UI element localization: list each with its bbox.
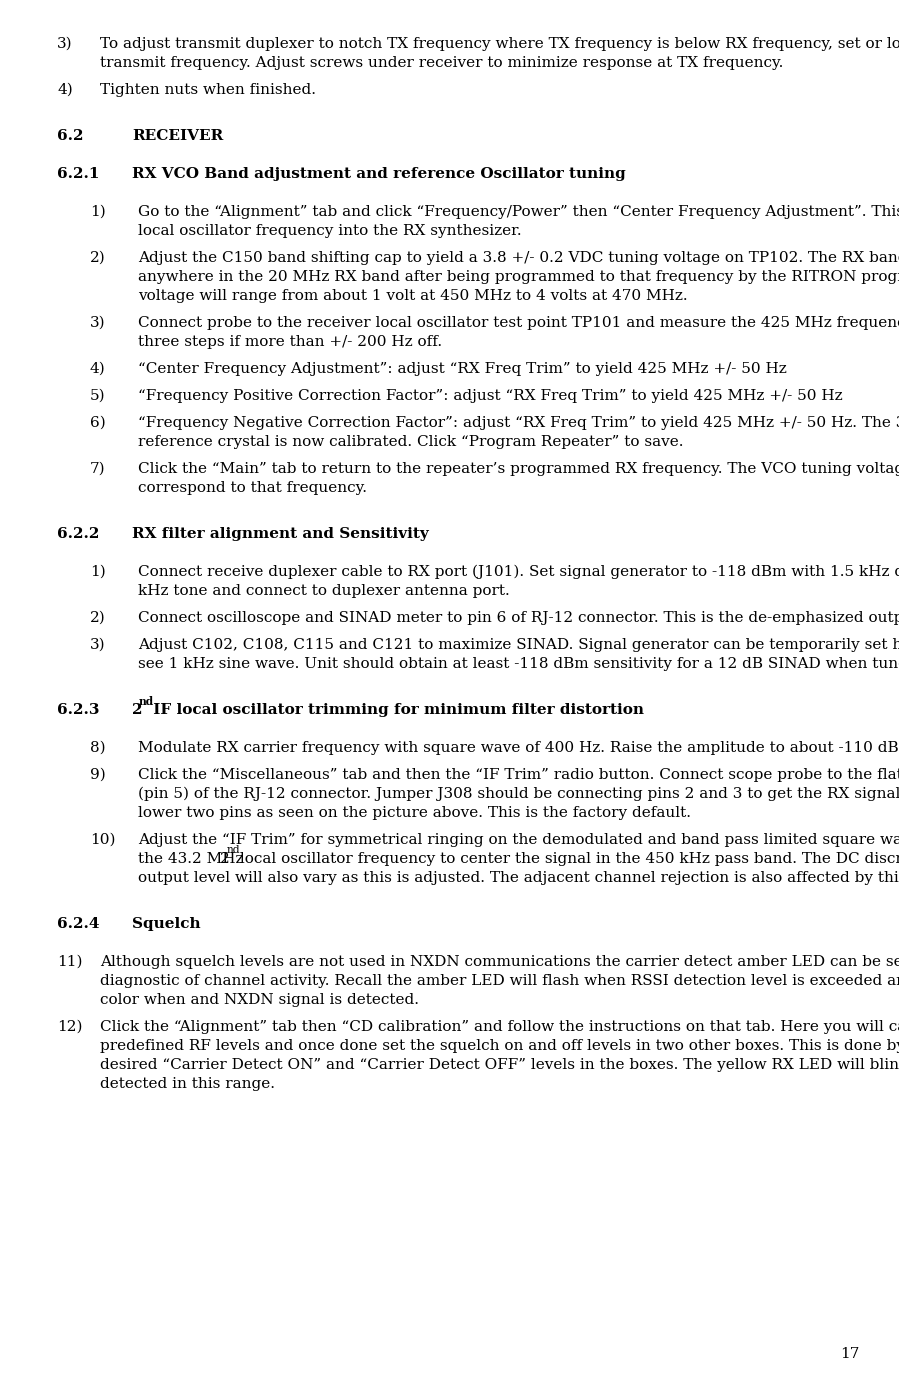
Text: Connect probe to the receiver local oscillator test point TP101 and measure the : Connect probe to the receiver local osci… <box>138 316 899 330</box>
Text: color when and NXDN signal is detected.: color when and NXDN signal is detected. <box>100 993 419 1007</box>
Text: Modulate RX carrier frequency with square wave of 400 Hz. Raise the amplitude to: Modulate RX carrier frequency with squar… <box>138 741 899 755</box>
Text: 5): 5) <box>90 389 105 403</box>
Text: (pin 5) of the RJ-12 connector. Jumper J308 should be connecting pins 2 and 3 to: (pin 5) of the RJ-12 connector. Jumper J… <box>138 787 899 801</box>
Text: 1): 1) <box>90 204 106 218</box>
Text: Go to the “Alignment” tab and click “Frequency/Power” then “Center Frequency Adj: Go to the “Alignment” tab and click “Fre… <box>138 204 899 218</box>
Text: 7): 7) <box>90 462 105 476</box>
Text: RX filter alignment and Sensitivity: RX filter alignment and Sensitivity <box>132 527 429 541</box>
Text: reference crystal is now calibrated. Click “Program Repeater” to save.: reference crystal is now calibrated. Cli… <box>138 435 683 449</box>
Text: transmit frequency. Adjust screws under receiver to minimize response at TX freq: transmit frequency. Adjust screws under … <box>100 56 783 70</box>
Text: 3): 3) <box>57 38 73 51</box>
Text: Connect oscilloscope and SINAD meter to pin 6 of RJ-12 connector. This is the de: Connect oscilloscope and SINAD meter to … <box>138 611 899 625</box>
Text: 2): 2) <box>90 250 106 266</box>
Text: Click the “Miscellaneous” tab and then the “IF Trim” radio button. Connect scope: Click the “Miscellaneous” tab and then t… <box>138 768 899 782</box>
Text: 10): 10) <box>90 833 115 847</box>
Text: 4): 4) <box>90 362 106 376</box>
Text: 9): 9) <box>90 768 106 782</box>
Text: kHz tone and connect to duplexer antenna port.: kHz tone and connect to duplexer antenna… <box>138 584 510 598</box>
Text: 12): 12) <box>57 1020 83 1034</box>
Text: Adjust C102, C108, C115 and C121 to maximize SINAD. Signal generator can be temp: Adjust C102, C108, C115 and C121 to maxi… <box>138 638 899 652</box>
Text: local oscillator frequency into the RX synthesizer.: local oscillator frequency into the RX s… <box>138 224 521 238</box>
Text: anywhere in the 20 MHz RX band after being programmed to that frequency by the R: anywhere in the 20 MHz RX band after bei… <box>138 270 899 284</box>
Text: RX VCO Band adjustment and reference Oscillator tuning: RX VCO Band adjustment and reference Osc… <box>132 167 626 181</box>
Text: 4): 4) <box>57 83 73 97</box>
Text: 1): 1) <box>90 565 106 579</box>
Text: see 1 kHz sine wave. Unit should obtain at least -118 dBm sensitivity for a 12 d: see 1 kHz sine wave. Unit should obtain … <box>138 657 899 670</box>
Text: 2): 2) <box>90 611 106 625</box>
Text: voltage will range from about 1 volt at 450 MHz to 4 volts at 470 MHz.: voltage will range from about 1 volt at … <box>138 289 688 303</box>
Text: 6): 6) <box>90 416 106 430</box>
Text: Click the “Main” tab to return to the repeater’s programmed RX frequency. The VC: Click the “Main” tab to return to the re… <box>138 462 899 476</box>
Text: correspond to that frequency.: correspond to that frequency. <box>138 481 367 495</box>
Text: “Frequency Positive Correction Factor”: adjust “RX Freq Trim” to yield 425 MHz +: “Frequency Positive Correction Factor”: … <box>138 389 842 403</box>
Text: output level will also vary as this is adjusted. The adjacent channel rejection : output level will also vary as this is a… <box>138 871 899 885</box>
Text: Although squelch levels are not used in NXDN communications the carrier detect a: Although squelch levels are not used in … <box>100 956 899 970</box>
Text: three steps if more than +/- 200 Hz off.: three steps if more than +/- 200 Hz off. <box>138 335 442 349</box>
Text: 6.2.3: 6.2.3 <box>57 702 100 716</box>
Text: Squelch: Squelch <box>132 917 200 931</box>
Text: Click the “Alignment” tab then “CD calibration” and follow the instructions on t: Click the “Alignment” tab then “CD calib… <box>100 1020 899 1034</box>
Text: nd: nd <box>227 846 240 855</box>
Text: predefined RF levels and once done set the squelch on and off levels in two othe: predefined RF levels and once done set t… <box>100 1039 899 1053</box>
Text: Connect receive duplexer cable to RX port (J101). Set signal generator to -118 d: Connect receive duplexer cable to RX por… <box>138 565 899 580</box>
Text: diagnostic of channel activity. Recall the amber LED will flash when RSSI detect: diagnostic of channel activity. Recall t… <box>100 974 899 988</box>
Text: local oscillator frequency to center the signal in the 450 kHz pass band. The DC: local oscillator frequency to center the… <box>236 853 899 867</box>
Text: the 43.2 MHz: the 43.2 MHz <box>138 853 248 867</box>
Text: 17: 17 <box>841 1346 860 1360</box>
Text: 6.2.1: 6.2.1 <box>57 167 100 181</box>
Text: 2: 2 <box>220 853 230 867</box>
Text: nd: nd <box>139 697 155 708</box>
Text: detected in this range.: detected in this range. <box>100 1077 275 1091</box>
Text: Adjust the “IF Trim” for symmetrical ringing on the demodulated and band pass li: Adjust the “IF Trim” for symmetrical rin… <box>138 833 899 847</box>
Text: “Frequency Negative Correction Factor”: adjust “RX Freq Trim” to yield 425 MHz +: “Frequency Negative Correction Factor”: … <box>138 416 899 430</box>
Text: 2: 2 <box>132 702 143 716</box>
Text: 6.2.2: 6.2.2 <box>57 527 100 541</box>
Text: lower two pins as seen on the picture above. This is the factory default.: lower two pins as seen on the picture ab… <box>138 805 691 821</box>
Text: Tighten nuts when finished.: Tighten nuts when finished. <box>100 83 316 97</box>
Text: desired “Carrier Detect ON” and “Carrier Detect OFF” levels in the boxes. The ye: desired “Carrier Detect ON” and “Carrier… <box>100 1059 899 1072</box>
Text: 6.2.4: 6.2.4 <box>57 917 100 931</box>
Text: 8): 8) <box>90 741 105 755</box>
Text: To adjust transmit duplexer to notch TX frequency where TX frequency is below RX: To adjust transmit duplexer to notch TX … <box>100 38 899 51</box>
Text: 6.2: 6.2 <box>57 129 84 143</box>
Text: 3): 3) <box>90 316 105 330</box>
Text: IF local oscillator trimming for minimum filter distortion: IF local oscillator trimming for minimum… <box>148 702 644 716</box>
Text: “Center Frequency Adjustment”: adjust “RX Freq Trim” to yield 425 MHz +/- 50 Hz: “Center Frequency Adjustment”: adjust “R… <box>138 362 787 376</box>
Text: RECEIVER: RECEIVER <box>132 129 223 143</box>
Text: Adjust the C150 band shifting cap to yield a 3.8 +/- 0.2 VDC tuning voltage on T: Adjust the C150 band shifting cap to yie… <box>138 250 899 266</box>
Text: 11): 11) <box>57 956 83 970</box>
Text: 3): 3) <box>90 638 105 652</box>
